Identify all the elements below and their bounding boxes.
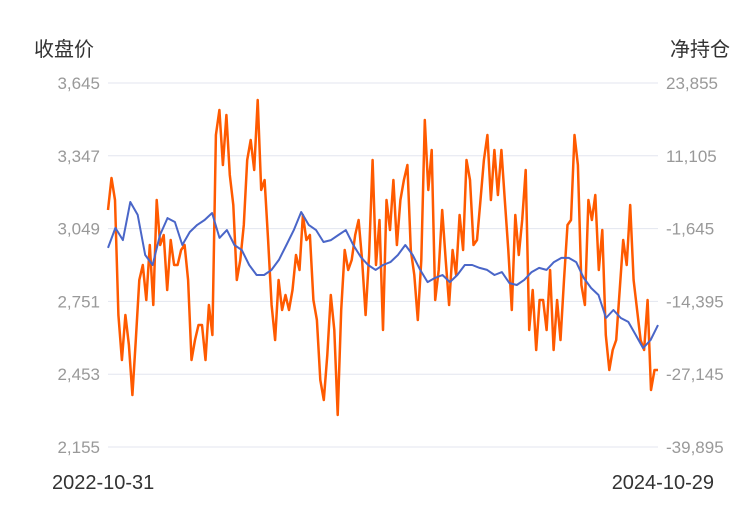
- gridlines: [108, 82, 658, 448]
- right-tick-label: -14,395: [666, 292, 724, 311]
- close-price-line: [107, 201, 659, 350]
- right-tick-label: 23,855: [666, 74, 718, 93]
- left-axis-title: 收盘价: [34, 37, 94, 61]
- right-tick-label: 11,105: [666, 147, 717, 166]
- x-label-start: 2022-10-31: [52, 472, 154, 494]
- right-tick-label: -1,645: [666, 220, 714, 239]
- left-tick-label: 2,751: [57, 292, 100, 311]
- right-tick-label: -27,145: [666, 365, 724, 384]
- right-axis-title: 净持仓: [670, 37, 730, 61]
- left-tick-label: 3,049: [57, 220, 100, 239]
- left-tick-label: 3,645: [57, 74, 100, 93]
- left-axis-ticks: 3,645 3,347 3,049 2,751 2,453 2,155: [57, 74, 100, 457]
- series-lines: [106, 98, 659, 417]
- x-label-end: 2024-10-29: [612, 472, 714, 494]
- left-tick-label: 3,347: [57, 147, 100, 166]
- right-axis-ticks: 23,855 11,105 -1,645 -14,395 -27,145 -39,895: [666, 74, 724, 457]
- left-tick-label: 2,155: [57, 438, 100, 457]
- left-tick-label: 2,453: [57, 365, 100, 384]
- net-position-line: [106, 98, 658, 417]
- right-tick-label: -39,895: [666, 438, 724, 457]
